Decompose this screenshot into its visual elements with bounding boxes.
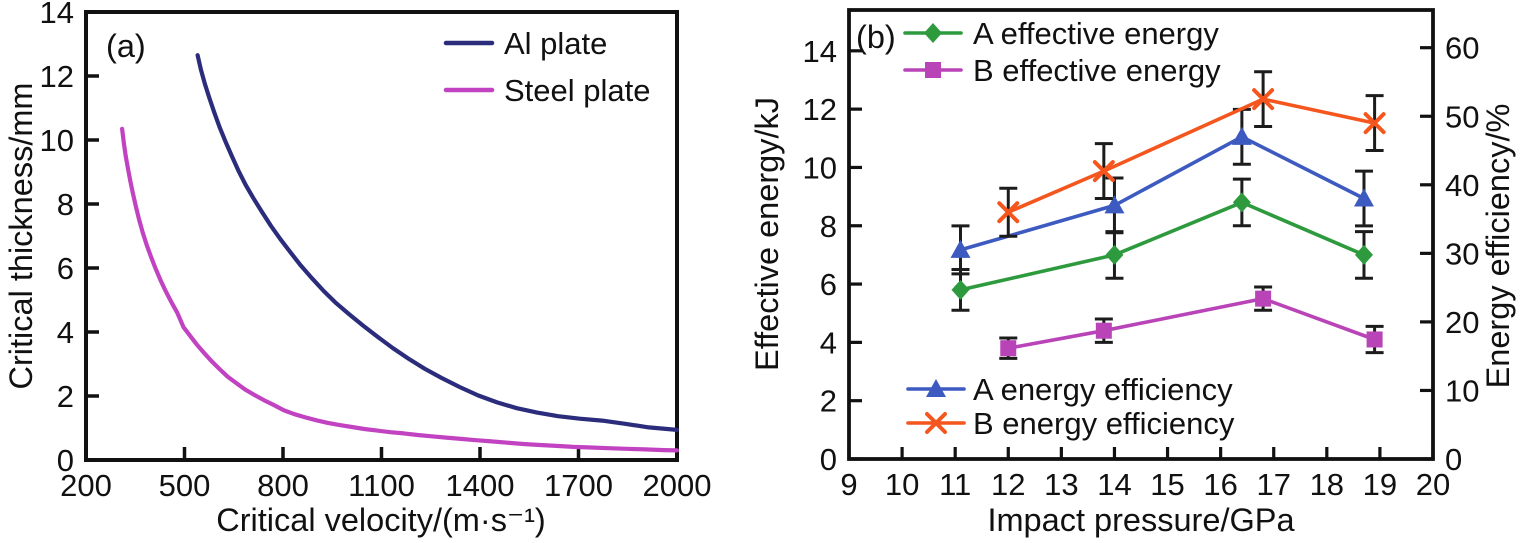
panel-b-left-y-tick-label: 2 [820, 384, 837, 419]
triangle-marker [926, 379, 946, 397]
panel-a-x-tick-label: 1700 [544, 468, 613, 503]
panel-a-y-tick-label: 10 [40, 123, 74, 158]
panel-b-x-tick-label: 10 [885, 467, 919, 502]
panel-b-right-y-axis-title: Energy efficiency/% [1480, 104, 1516, 389]
diamond-marker [924, 23, 942, 43]
x-marker [1252, 88, 1275, 111]
x-marker [1363, 112, 1386, 135]
panel-b-left-y-tick-label: 10 [803, 150, 837, 185]
panel-b-x-tick-label: 19 [1363, 467, 1397, 502]
panel-b-right-y-tick-label: 60 [1445, 31, 1479, 66]
diamond-marker [1105, 244, 1124, 265]
triangle-marker [1104, 195, 1125, 214]
square-marker [1255, 290, 1272, 307]
panel-b-left-y-axis-title: Effective energy/kJ [749, 97, 785, 371]
panel-b-x-tick-label: 13 [1044, 467, 1078, 502]
panel-a-x-tick-label: 500 [159, 468, 211, 503]
panel-a-x-tick-label: 800 [257, 468, 309, 503]
panel-b-plot: 9 10 11 12 13 14 15 16 17 18 19 2002468101214010203… [803, 8, 1479, 502]
triangle-marker [1231, 126, 1252, 145]
panel-a-x-tick-label: 2000 [643, 468, 712, 503]
panel-b-letter: (b) [856, 19, 896, 55]
panel-b-x-tick-label: 14 [1097, 467, 1131, 502]
panel-a-x-tick-label: 200 [60, 468, 112, 503]
panel-a-x-tick-label: 1400 [446, 468, 515, 503]
diamond-marker [1232, 192, 1251, 213]
panel-a-y-tick-label: 12 [40, 59, 74, 94]
panel-b-left-y-tick-label: 14 [803, 34, 837, 69]
panel-a-letter: (a) [106, 28, 146, 64]
legend-label-steel-plate: Steel plate [504, 73, 651, 108]
panel-b-x-tick-label: 18 [1310, 467, 1344, 502]
square-marker [1000, 340, 1017, 357]
steel-plate-curve [119, 126, 680, 453]
panel-b-x-axis-title: Impact pressure/GPa [987, 502, 1295, 538]
panel-b-frame [847, 8, 1435, 461]
triangle-marker [950, 239, 971, 258]
diamond-marker [1354, 244, 1373, 265]
panel-a-y-tick-label: 4 [57, 315, 74, 350]
panel-b-x-tick-label: 12 [991, 467, 1025, 502]
panel-a-y-tick-label: 6 [57, 251, 74, 286]
panel-a-y-tick-label: 14 [40, 0, 74, 30]
legend-label-a-energy-efficiency: A energy efficiency [973, 372, 1233, 407]
x-marker [997, 201, 1020, 224]
series-line [1006, 296, 1377, 351]
panel-b-left-y-tick-label: 12 [803, 92, 837, 127]
legend-label-b-effective-energy: B effective energy [973, 53, 1221, 88]
panel-b-right-y-tick-label: 0 [1445, 442, 1462, 477]
diamond-marker [951, 279, 970, 300]
panel-a-x-axis-title: Critical velocity/(m·s⁻¹) [216, 502, 546, 538]
panel-a-x-tick-label: 1100 [348, 468, 415, 503]
panel-b-x-tick-label: 9 [840, 467, 857, 502]
square-marker [1095, 322, 1112, 339]
panel-b-right-y-tick-label: 20 [1445, 305, 1479, 340]
al-plate-curve [195, 53, 680, 432]
panel-b-x-tick-label: 11 [939, 467, 971, 502]
panel-b-x-tick-label: 17 [1256, 467, 1290, 502]
series-line [958, 135, 1366, 252]
panel-a-y-axis-title: Critical thickness/mm [3, 83, 39, 390]
panel-b-right-y-tick-label: 40 [1445, 168, 1479, 203]
panel-b-left-y-tick-label: 6 [820, 267, 837, 302]
figure-labels: (a) Critical thickness/mm Critical veloc… [3, 16, 1516, 538]
legend-label-al-plate: Al plate [504, 26, 607, 61]
x-marker [1092, 160, 1115, 183]
panel-a-y-tick-label: 2 [57, 379, 74, 414]
square-marker [1366, 331, 1383, 348]
panel-a-plot: 200 500 800 1100 1400 1700 2000 0 2 4 6 8 10 12 14 [40, 0, 712, 503]
panel-b-x-tick-label: 20 [1416, 467, 1450, 502]
panel-b-left-y-tick-label: 8 [820, 209, 837, 244]
panel-b-x-tick-label: 16 [1203, 467, 1237, 502]
triangle-marker [1353, 188, 1374, 207]
legend-label-a-effective-energy: A effective energy [973, 16, 1219, 51]
panel-b-x-tick-label: 15 [1150, 467, 1184, 502]
panel-a-y-tick-label: 0 [57, 443, 74, 478]
panel-b-right-y-tick-label: 10 [1445, 373, 1479, 408]
series-line [1006, 97, 1377, 214]
square-marker [925, 62, 941, 78]
panel-b-left-y-tick-label: 4 [820, 325, 837, 360]
panel-b-right-y-tick-label: 30 [1445, 236, 1479, 271]
x-marker [925, 412, 947, 434]
panel-b-right-y-tick-label: 50 [1445, 99, 1479, 134]
panel-a-y-tick-label: 8 [57, 187, 74, 222]
series-line [958, 200, 1366, 292]
panel-b-left-y-tick-label: 0 [820, 442, 837, 477]
legend-label-b-energy-efficiency: B energy efficiency [973, 406, 1235, 441]
